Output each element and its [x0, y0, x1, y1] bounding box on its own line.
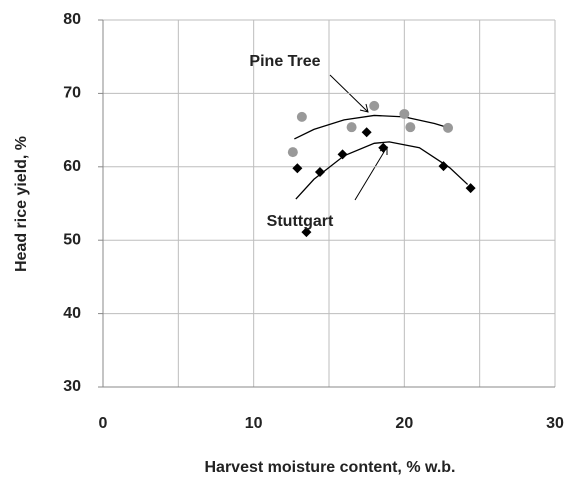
y-tick-label: 70 [63, 85, 81, 102]
trend-line [294, 114, 447, 140]
y-axis-title: Head rice yield, % [13, 136, 30, 272]
point [378, 142, 389, 153]
x-tick-label: 20 [395, 415, 413, 432]
point [346, 122, 357, 133]
point [301, 227, 312, 238]
x-tick-label: 30 [546, 415, 564, 432]
y-tick-label: 50 [63, 231, 81, 248]
y-tick-label: 30 [63, 378, 81, 395]
x-axis-title: Harvest moisture content, % w.b. [204, 459, 455, 476]
series-label: Pine Tree [249, 53, 320, 70]
point [465, 183, 476, 194]
arrow [354, 146, 388, 201]
point [337, 149, 348, 160]
y-tick-label: 60 [63, 158, 81, 175]
arrow-head [359, 103, 369, 113]
point [361, 127, 372, 138]
point [292, 163, 303, 174]
x-tick-label: 0 [99, 415, 108, 432]
point [369, 100, 380, 111]
y-tick-label: 80 [63, 11, 81, 28]
y-tick-label: 40 [63, 305, 81, 322]
point [314, 166, 325, 177]
point [399, 108, 410, 119]
x-tick-label: 10 [245, 415, 263, 432]
point [287, 147, 298, 158]
point [443, 122, 454, 133]
point [296, 111, 307, 122]
point [438, 161, 449, 172]
point [405, 122, 416, 133]
series-label: Stuttgart [267, 213, 334, 230]
